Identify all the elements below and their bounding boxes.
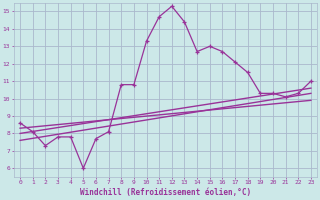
- X-axis label: Windchill (Refroidissement éolien,°C): Windchill (Refroidissement éolien,°C): [80, 188, 251, 197]
